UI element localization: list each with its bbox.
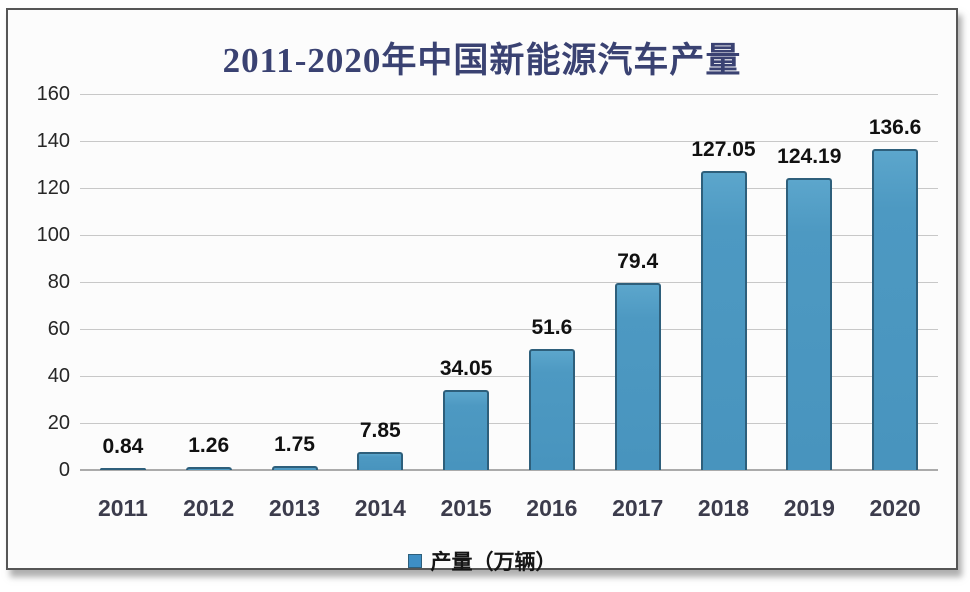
y-tick-label: 80 <box>47 271 70 293</box>
y-tick-label: 20 <box>47 412 70 434</box>
gridline <box>80 423 938 424</box>
plot-area: 0 20 40 60 80 100 120 140 160 0.84 2011 1.26 2012 1.7… <box>37 83 938 521</box>
x-tick-label-2018: 2018 <box>697 495 750 521</box>
y-tick-label: 140 <box>36 130 70 152</box>
value-label-2014: 7.85 <box>359 419 401 442</box>
value-label-2011: 0.84 <box>102 435 144 458</box>
x-tick-label-2013: 2013 <box>268 495 321 521</box>
legend-swatch-icon <box>407 554 422 568</box>
bar-2017 <box>614 283 661 470</box>
y-tick-label: 60 <box>47 318 70 340</box>
chart-card: 2011-2020年中国新能源汽车产量 0 20 40 60 80 100 120 140 16… <box>6 8 958 574</box>
y-tick-label: 100 <box>36 224 70 246</box>
x-tick-label-2016: 2016 <box>526 495 578 521</box>
gridline <box>80 188 938 189</box>
y-tick-label: 160 <box>36 83 70 105</box>
x-tick-label-2015: 2015 <box>440 495 492 521</box>
bar-2020 <box>872 149 919 470</box>
y-tick-label: 40 <box>47 365 70 387</box>
chart-title: 2011-2020年中国新能源汽车产量 <box>222 41 742 80</box>
bar-2015 <box>443 390 490 470</box>
gridline <box>80 376 938 377</box>
bar-2019 <box>786 178 833 470</box>
gridline <box>80 141 938 142</box>
gridline <box>80 235 938 236</box>
x-tick-label-2014: 2014 <box>354 495 406 521</box>
legend: 产量（万辆） <box>8 546 956 576</box>
gridline <box>80 329 938 330</box>
value-label-2012: 1.26 <box>188 434 230 457</box>
x-tick-label-2011: 2011 <box>97 495 148 521</box>
x-tick-label-2019: 2019 <box>783 495 835 521</box>
value-label-2020: 136.6 <box>868 116 922 139</box>
value-label-2016: 51.6 <box>531 316 573 339</box>
value-label-2013: 1.75 <box>274 433 315 456</box>
x-tick-label-2017: 2017 <box>612 495 664 521</box>
bar-2013 <box>271 466 318 470</box>
x-tick-label-2020: 2020 <box>869 495 921 521</box>
gridline <box>80 282 938 283</box>
value-label-2019: 124.19 <box>777 145 842 168</box>
bar-2011 <box>99 468 146 470</box>
bar-2012 <box>185 467 232 470</box>
y-tick-label: 0 <box>58 459 70 481</box>
bar-2016 <box>528 349 575 470</box>
value-label-2018: 127.05 <box>691 138 756 161</box>
bar-2018 <box>700 171 747 470</box>
gridline <box>80 94 938 95</box>
value-label-2015: 34.05 <box>439 357 493 380</box>
value-label-2017: 79.4 <box>617 250 659 273</box>
x-tick-label-2012: 2012 <box>183 495 235 521</box>
x-axis-line <box>80 469 938 471</box>
y-tick-label: 120 <box>36 177 70 199</box>
legend-label: 产量（万辆） <box>430 551 557 574</box>
bar-2014 <box>357 452 404 470</box>
